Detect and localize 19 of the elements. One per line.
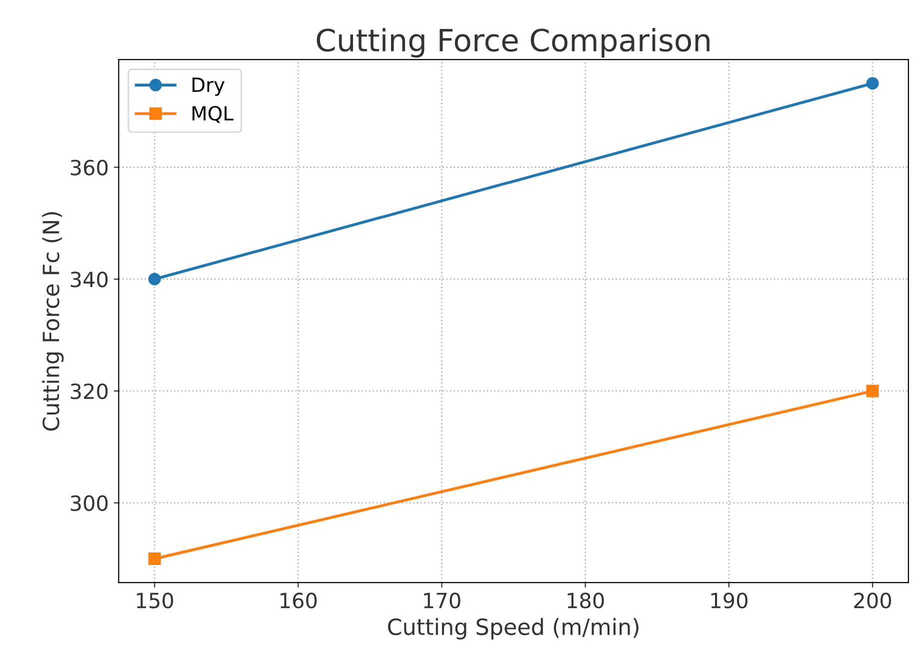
x-tick-label: 200 bbox=[854, 592, 892, 608]
point bbox=[866, 384, 879, 398]
x-tick-label: 170 bbox=[424, 592, 460, 608]
x-tick-label: 150 bbox=[136, 592, 174, 608]
x-axis-title: Cutting Speed (m/min) bbox=[388, 618, 638, 640]
y-tick-label: 320 bbox=[70, 383, 108, 400]
y-tick-label: 340 bbox=[70, 272, 108, 288]
y-tick-label: 360 bbox=[70, 160, 108, 176]
point bbox=[148, 272, 161, 286]
point bbox=[866, 77, 879, 90]
point bbox=[148, 552, 161, 566]
y-tick-label: 300 bbox=[70, 495, 108, 512]
y-axis-title: Cutting Force Fc (N) bbox=[42, 212, 64, 431]
legend-label: Dry bbox=[192, 78, 225, 96]
chart-title: Cutting Force Comparison bbox=[316, 28, 710, 58]
x-tick-label: 190 bbox=[711, 592, 748, 608]
x-tick-label: 180 bbox=[568, 592, 604, 608]
x-tick-label: 160 bbox=[280, 592, 317, 608]
legend-label: MQL bbox=[192, 106, 234, 123]
